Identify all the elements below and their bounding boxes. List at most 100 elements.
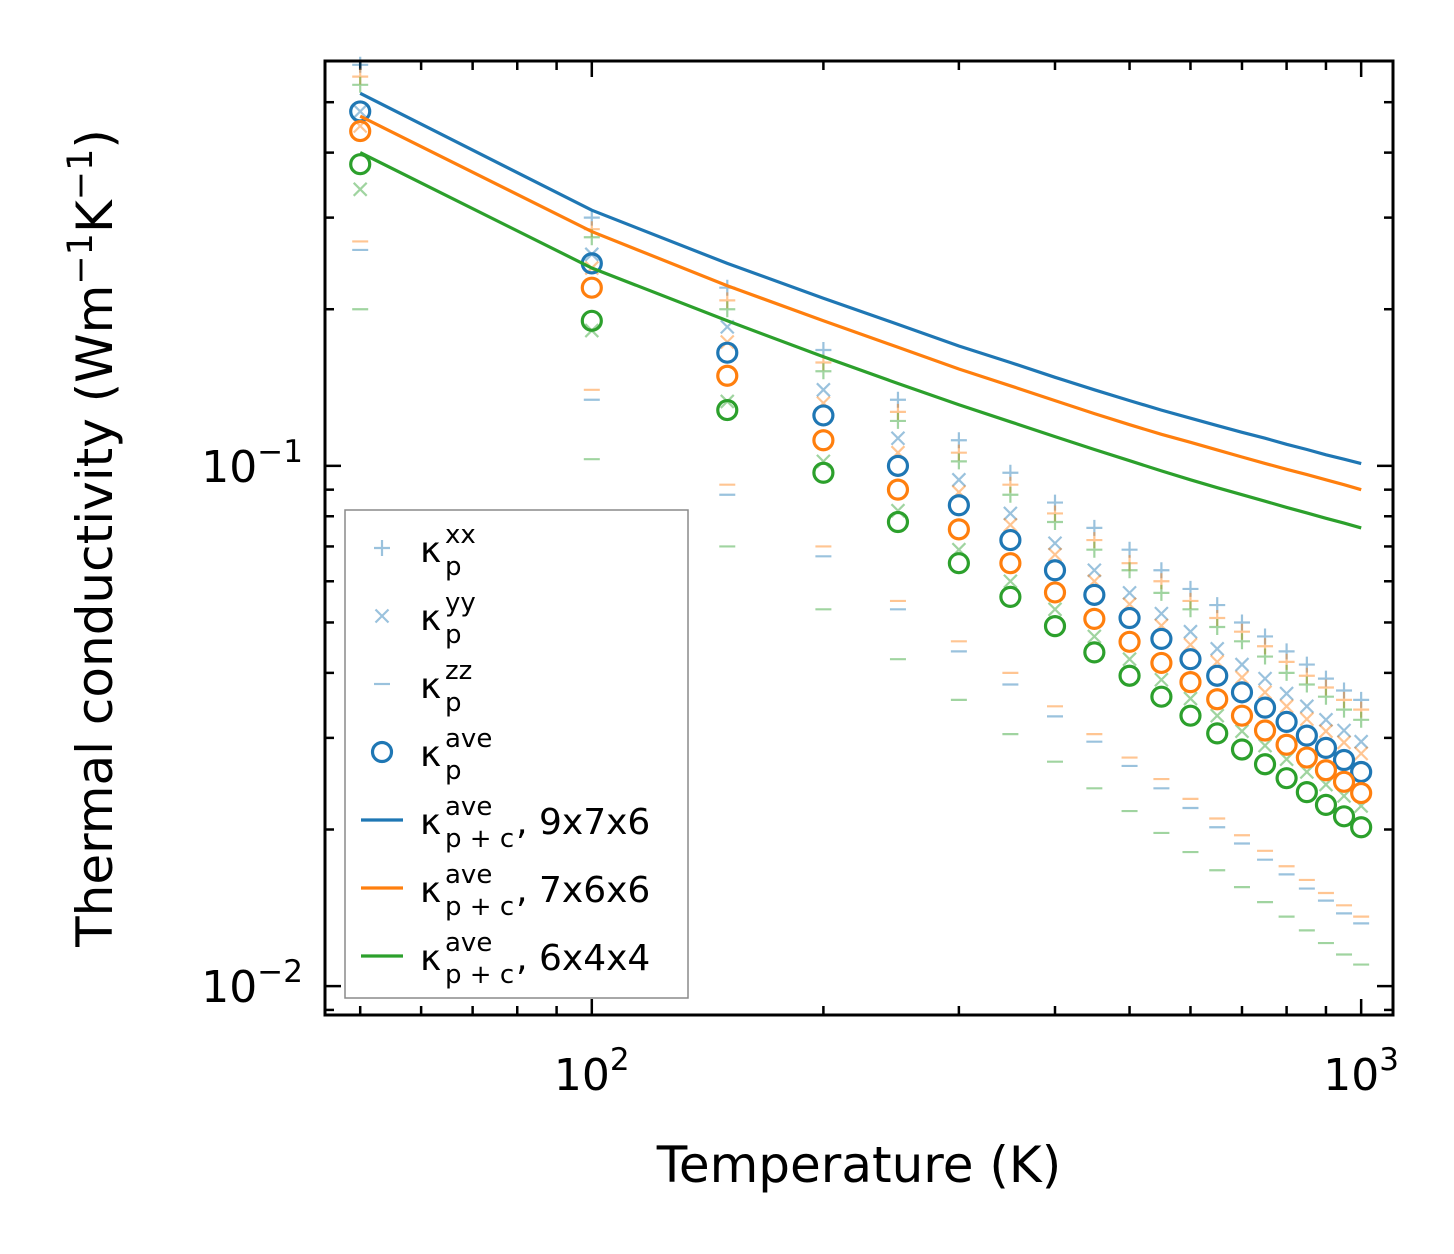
data-point-kp_xx_9x7x6 [1047,494,1063,511]
series-kp_xx_9x7x6 [352,56,1370,708]
data-point-kp_yy_9x7x6 [1234,657,1250,672]
data-point-kp_ave_6x4x4 [999,585,1022,608]
series-kp_xx_6x4x4 [352,76,1370,728]
data-point-kp_ave_9x7x6 [716,341,739,364]
data-point-kp_ave_7x6x6 [1275,733,1298,756]
data-point-kp_ave_9x7x6 [1253,696,1277,719]
data-point-kp_xx_9x7x6 [583,209,600,226]
data-point-kp_xx_7x6x6 [1257,638,1274,655]
legend-label-suffix: , 6x4x4 [516,938,650,979]
legend-label-suffix: , 7x6x6 [516,870,650,911]
legend-label-sub: p [445,552,462,582]
legend-label-sup: yy [445,588,476,618]
data-point-kp_ave_6x4x4 [1253,753,1277,776]
data-point-kp_xx_7x6x6 [1153,573,1170,590]
data-point-kp_ave_7x6x6 [1350,781,1373,805]
data-point-kp_xx_9x7x6 [1353,691,1370,708]
data-point-kp_ave_7x6x6 [1150,651,1173,675]
data-point-kp_xx_6x4x4 [1353,711,1370,728]
data-point-kp_xx_6x4x4 [1047,513,1063,530]
data-point-kp_ave_6x4x4 [812,461,835,484]
data-point-kp_yy_9x7x6 [890,430,906,446]
data-point-kp_xx_6x4x4 [815,363,832,380]
data-point-kp_ave_7x6x6 [1253,719,1277,742]
data-point-kp_xx_9x7x6 [1317,670,1334,687]
data-point-kp_yy_9x7x6 [1257,671,1273,686]
data-point-kp_yy_6x4x4 [1003,573,1018,589]
data-point-kp_ave_7x6x6 [1083,607,1106,630]
legend-label: κ [420,802,441,843]
data-point-kp_ave_7x6x6 [1332,770,1356,793]
data-point-kp_xx_7x6x6 [1086,532,1103,549]
data-point-kp_ave_6x4x4 [1118,664,1141,687]
legend-label-sup: xx [445,520,476,550]
legend-entry: κ zzp [374,656,472,718]
x-tick-label-exp: 3 [1379,1042,1399,1078]
data-point-kp_xx_6x4x4 [1278,664,1295,681]
legend-label-sup: ave [445,860,492,890]
data-point-kp_xx_9x7x6 [1153,562,1170,579]
data-point-kp_ave_7x6x6 [999,552,1022,575]
legend-label: κ [420,666,441,707]
data-point-kp_yy_9x7x6 [1087,562,1102,578]
legend-marker-swatch [374,608,390,624]
data-point-kp_yy_6x4x4 [1047,602,1063,617]
legend-label: κ [420,530,441,571]
data-point-kp_ave_6x4x4 [1314,793,1338,817]
data-point-kp_ave_6x4x4 [1350,816,1373,839]
legend-entry: κ xxp [374,520,476,582]
series-kpc_ave_9x7x6 [359,91,1362,466]
data-point-kp_xx_6x4x4 [1153,584,1170,601]
legend-label-sub: p + c [445,892,514,922]
data-point-kp_yy_9x7x6 [1279,686,1294,701]
legend-label-sub: p + c [445,960,514,990]
data-point-kp_ave_9x7x6 [1314,736,1338,759]
data-point-kp_yy_9x7x6 [1209,641,1225,657]
y-tick-label-exp: −1 [257,434,303,470]
data-point-kp_xx_7x6x6 [889,403,906,420]
legend-label-sub: p [445,620,462,650]
data-point-kp_ave_9x7x6 [1179,648,1202,671]
data-point-kp_yy_9x7x6 [1318,712,1334,728]
data-point-kp_xx_6x4x4 [1121,562,1138,579]
data-point-kp_xx_6x4x4 [719,301,736,318]
data-point-kp_xx_7x6x6 [950,444,967,461]
data-point-kp_yy_6x4x4 [1257,738,1273,753]
data-point-kp_yy_9x7x6 [1353,734,1369,749]
legend-marker-swatch [374,540,390,556]
series-kp_yy_9x7x6 [352,104,1369,749]
series-line-kpc_ave_9x7x6 [359,91,1362,466]
data-point-kp_xx_6x4x4 [1336,701,1353,718]
y-axis-label-main: Thermal conductivity (Wm [66,285,124,948]
data-point-kp_yy_7x6x6 [1336,735,1352,750]
data-point-kp_ave_9x7x6 [1150,627,1173,650]
data-point-kp_yy_6x4x4 [1209,708,1225,723]
data-point-kp_xx_7x6x6 [352,68,369,85]
series-kp_zz_6x4x4 [352,308,1370,966]
data-point-kp_xx_6x4x4 [352,76,369,93]
data-point-kp_yy_9x7x6 [1003,506,1018,521]
legend-label: κ [420,598,441,639]
data-point-kp_xx_9x7x6 [1121,541,1138,558]
data-point-kp_xx_6x4x4 [1257,648,1274,665]
data-point-kp_xx_6x4x4 [1086,541,1103,558]
data-point-kp_ave_7x6x6 [1314,759,1338,782]
data-point-kp_ave_9x7x6 [1083,583,1106,606]
y-axis-label-sup: −1 [61,233,101,285]
plot-frame [323,59,1395,1017]
data-point-kp_ave_7x6x6 [886,478,910,501]
data-point-kp_ave_9x7x6 [1206,664,1229,687]
data-point-kp_xx_7x6x6 [1336,691,1353,708]
data-point-kp_xx_6x4x4 [950,453,967,470]
data-point-kp_ave_7x6x6 [1295,746,1318,769]
data-point-kp_xx_9x7x6 [1278,643,1295,660]
data-point-kp_xx_7x6x6 [1317,679,1334,696]
legend-box [344,509,689,999]
y-tick-label-base: 10 [201,962,257,1013]
data-point-kp_ave_6x4x4 [1043,615,1067,638]
data-point-kp_ave_6x4x4 [349,153,372,176]
data-point-kp_xx_9x7x6 [1086,519,1103,536]
data-point-kp_yy_9x7x6 [1154,606,1169,621]
